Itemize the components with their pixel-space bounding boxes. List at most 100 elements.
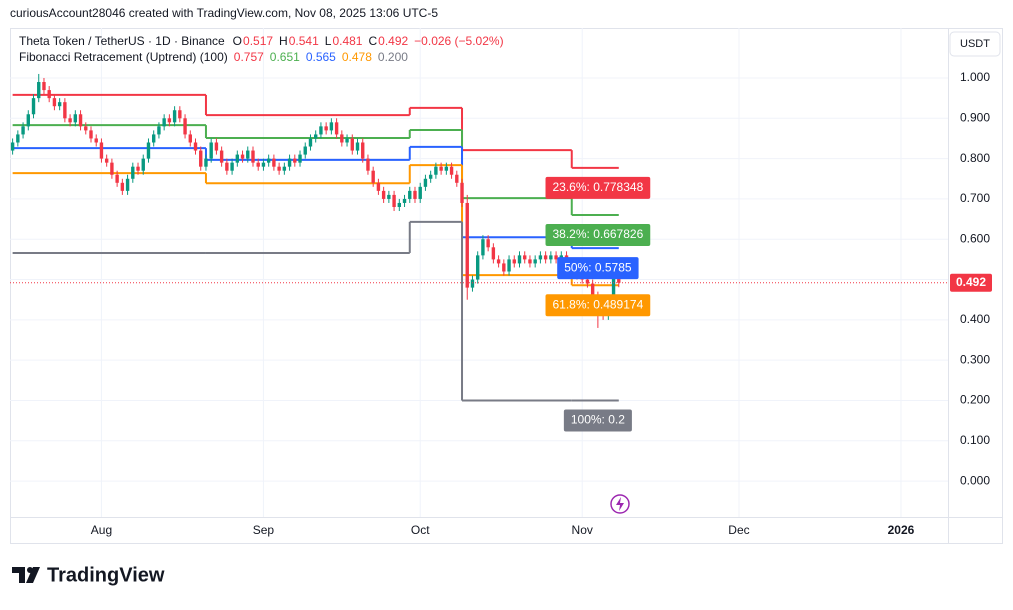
candle-body	[408, 190, 412, 199]
candle-body	[136, 166, 140, 171]
last-price-label: 0.492	[956, 275, 986, 289]
candle-body	[272, 158, 276, 167]
y-tick-label: 1.000	[960, 70, 990, 84]
candle-body	[52, 98, 57, 107]
legend-key: C	[368, 34, 377, 48]
candle-body	[63, 102, 67, 119]
y-tick-label: 0.800	[960, 151, 990, 165]
fib-lines	[12, 93, 619, 402]
labels: 1.0000.9000.8000.7000.6000.5000.4000.300…	[10, 34, 992, 537]
candle-body	[31, 98, 36, 115]
candle-body	[42, 82, 46, 91]
candle-body	[465, 202, 469, 288]
event-icon-bolt	[616, 497, 624, 511]
candle-body	[402, 198, 407, 203]
candle-body	[57, 102, 62, 107]
candle-body	[611, 272, 616, 304]
candle-body	[397, 202, 402, 207]
fib-label: 100%: 0.2	[571, 413, 625, 427]
candle-body	[240, 154, 245, 159]
fib-label-bg	[563, 409, 632, 432]
candle-body	[491, 247, 496, 260]
candle-body	[230, 162, 234, 171]
candle-body	[235, 154, 240, 163]
candle-body	[204, 158, 208, 167]
indicator-value: 0.651	[270, 50, 300, 64]
logo-mark	[12, 567, 25, 583]
indicator-value: 0.200	[378, 50, 408, 64]
candle-body	[157, 126, 161, 135]
candle-body	[486, 239, 490, 248]
candle-body	[314, 134, 318, 139]
candle-body	[256, 162, 260, 167]
legend-key: H	[279, 34, 288, 48]
x-tick-label: Sep	[253, 523, 275, 537]
y-tick-label: 0.700	[960, 191, 990, 205]
indicator-value: 0.478	[342, 50, 372, 64]
fib-label-bg	[557, 257, 639, 280]
candle-body	[475, 255, 480, 280]
legend-key: L	[325, 34, 332, 48]
candle-body	[287, 158, 292, 167]
candle-body	[162, 118, 166, 127]
last-price-bg	[950, 273, 992, 292]
candle-body	[496, 259, 501, 264]
candle-body	[89, 130, 93, 139]
fib-label-bg	[545, 224, 651, 247]
candle-body	[554, 255, 558, 260]
candle-body	[329, 122, 334, 131]
x-tick-label: Aug	[91, 523, 112, 537]
candle-body	[324, 126, 328, 131]
candle-body	[120, 182, 125, 191]
candle-body	[371, 170, 375, 183]
fib-label: 61.8%: 0.489174	[553, 297, 644, 311]
candle-body	[261, 162, 266, 167]
candle-body	[449, 166, 454, 175]
currency: USDT	[960, 38, 990, 50]
candle-body	[470, 279, 475, 288]
candle-body	[507, 259, 511, 272]
y-tick-label: 0.900	[960, 110, 990, 124]
candle-body	[298, 154, 302, 163]
logo: TradingView	[12, 564, 165, 586]
candle-body	[146, 142, 151, 159]
candle-body	[418, 186, 422, 199]
candle-body	[512, 259, 516, 264]
credit: curiousAccount28046 created with Trading…	[10, 6, 438, 20]
candle-body	[199, 150, 203, 167]
logo-mark-slash	[26, 567, 40, 583]
candle-body	[528, 259, 532, 264]
y-tick-label: 0.300	[960, 352, 990, 366]
candle-body	[172, 110, 177, 123]
candle-body	[251, 150, 255, 163]
candle-body	[444, 166, 449, 171]
legend-value: 0.541	[289, 34, 319, 48]
currency-box[interactable]	[949, 31, 1001, 57]
candle-body	[104, 158, 109, 163]
candle-body	[538, 255, 543, 260]
indicator-value: 0.565	[306, 50, 336, 64]
candle-body	[37, 82, 41, 99]
candle-body	[282, 166, 287, 171]
candle-body	[308, 138, 313, 147]
candle-body	[277, 166, 281, 171]
x-tick-label: Nov	[572, 523, 593, 537]
candle-body	[340, 134, 344, 143]
candle-body	[266, 158, 271, 163]
x-tick-label: Dec	[728, 523, 749, 537]
candle-body	[334, 122, 339, 135]
candle-body	[434, 166, 438, 175]
candle-body	[26, 114, 30, 127]
candle-body	[68, 118, 72, 123]
candle-body	[16, 134, 20, 143]
candle-body	[392, 194, 396, 207]
candle-body	[209, 142, 213, 159]
frame	[10, 28, 1003, 544]
candle-body	[361, 142, 365, 159]
candle-body	[355, 142, 360, 151]
candle-body	[131, 166, 135, 179]
logo-text: TradingView	[47, 564, 165, 586]
candle-body	[167, 118, 172, 123]
